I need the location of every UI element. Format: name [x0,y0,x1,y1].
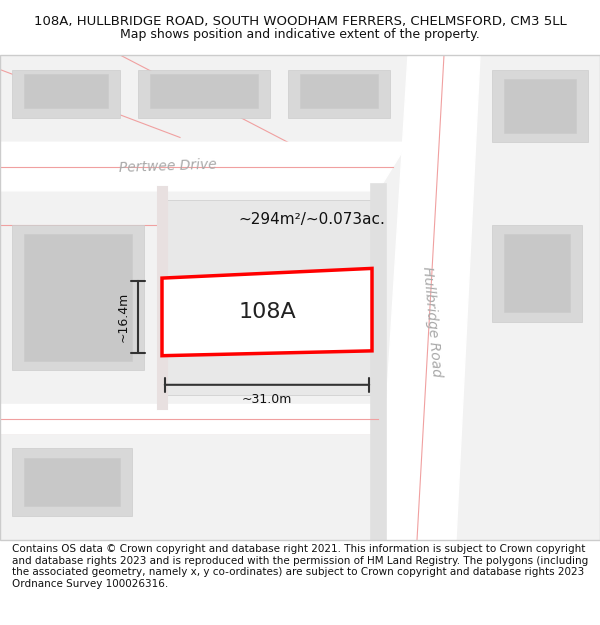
Polygon shape [162,268,372,356]
Bar [288,69,390,118]
Bar [150,74,258,108]
Text: ~16.4m: ~16.4m [116,292,130,342]
Bar [300,74,378,108]
Text: Pertwee Drive: Pertwee Drive [119,158,217,175]
Bar [492,225,582,322]
Polygon shape [378,55,480,540]
Text: 108A, HULLBRIDGE ROAD, SOUTH WOODHAM FERRERS, CHELMSFORD, CM3 5LL: 108A, HULLBRIDGE ROAD, SOUTH WOODHAM FER… [34,16,566,28]
Text: Hullbridge Road: Hullbridge Road [420,266,444,378]
Bar [504,234,570,312]
Bar [162,201,372,394]
Polygon shape [0,142,408,191]
Bar [504,79,576,132]
Polygon shape [0,404,378,433]
Bar [12,69,120,118]
Bar [492,69,588,142]
Text: Map shows position and indicative extent of the property.: Map shows position and indicative extent… [120,28,480,41]
Text: Contains OS data © Crown copyright and database right 2021. This information is : Contains OS data © Crown copyright and d… [12,544,588,589]
Bar [24,458,120,506]
Bar [12,448,132,516]
Text: ~294m²/~0.073ac.: ~294m²/~0.073ac. [239,213,385,228]
Bar [138,69,270,118]
Text: 108A: 108A [238,302,296,322]
Bar [12,225,144,370]
Text: ~31.0m: ~31.0m [242,393,292,406]
Bar [24,234,132,361]
Bar [24,74,108,108]
